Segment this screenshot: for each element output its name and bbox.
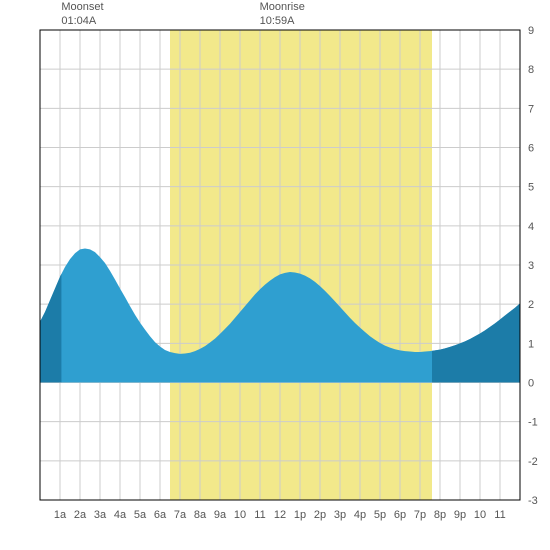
x-tick-label: 6a <box>154 509 167 521</box>
x-tick-label: 2a <box>74 509 87 521</box>
x-tick-label: 6p <box>394 509 406 521</box>
moonrise-label: Moonrise10:59A <box>260 0 305 29</box>
moonset-label: Moonset01:04A <box>61 0 103 29</box>
tide-chart: -3-2-101234567891a2a3a4a5a6a7a8a9a101112… <box>0 0 550 550</box>
moon-event-title: Moonrise <box>260 0 305 14</box>
x-tick-label: 5a <box>134 509 147 521</box>
y-tick-label: 8 <box>528 64 534 76</box>
moon-event-title: Moonset <box>61 0 103 14</box>
y-tick-label: 7 <box>528 103 534 115</box>
x-tick-label: 11 <box>494 509 505 521</box>
moon-event-time: 01:04A <box>61 14 103 28</box>
x-tick-label: 9a <box>214 509 227 521</box>
y-tick-label: 5 <box>528 182 534 194</box>
y-tick-label: -3 <box>528 495 538 507</box>
x-tick-label: 10 <box>474 509 486 521</box>
y-tick-label: -1 <box>528 417 538 429</box>
y-tick-label: 6 <box>528 143 534 155</box>
x-tick-label: 4p <box>354 509 366 521</box>
y-tick-label: -2 <box>528 456 538 468</box>
x-tick-label: 7a <box>174 509 187 521</box>
x-tick-label: 2p <box>314 509 326 521</box>
moon-event-time: 10:59A <box>260 14 305 28</box>
x-tick-label: 5p <box>374 509 386 521</box>
y-tick-label: 4 <box>528 221 534 233</box>
y-tick-label: 3 <box>528 260 534 272</box>
chart-svg: -3-2-101234567891a2a3a4a5a6a7a8a9a101112… <box>0 0 550 550</box>
x-tick-label: 10 <box>234 509 246 521</box>
x-tick-label: 8p <box>434 509 446 521</box>
x-tick-label: 4a <box>114 509 127 521</box>
x-tick-label: 8a <box>194 509 207 521</box>
x-tick-label: 1p <box>294 509 306 521</box>
x-tick-label: 7p <box>414 509 426 521</box>
x-tick-label: 1a <box>54 509 67 521</box>
y-tick-label: 0 <box>528 378 534 390</box>
x-tick-label: 12 <box>274 509 286 521</box>
x-tick-label: 3a <box>94 509 107 521</box>
y-tick-label: 2 <box>528 299 534 311</box>
y-tick-label: 1 <box>528 338 534 350</box>
x-tick-label: 11 <box>254 509 265 521</box>
y-tick-label: 9 <box>528 25 534 37</box>
x-tick-label: 9p <box>454 509 466 521</box>
x-tick-label: 3p <box>334 509 346 521</box>
